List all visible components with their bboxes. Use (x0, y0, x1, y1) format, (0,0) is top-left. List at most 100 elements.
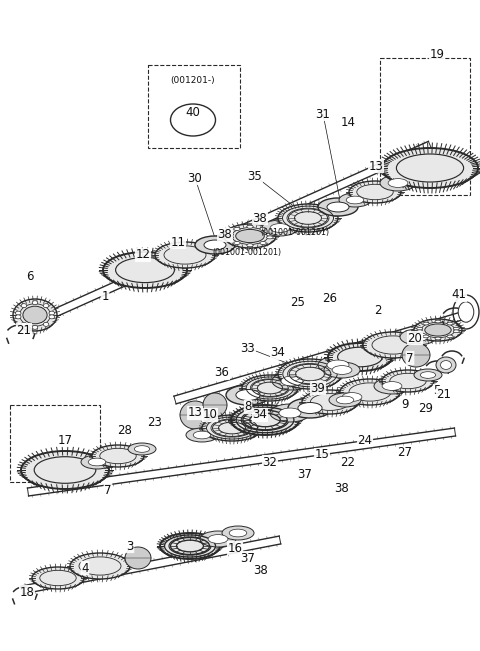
Ellipse shape (236, 229, 264, 243)
Text: 35: 35 (248, 169, 263, 182)
Ellipse shape (262, 220, 298, 236)
Ellipse shape (234, 242, 240, 245)
Ellipse shape (414, 369, 442, 381)
Bar (380, 58, 470, 195)
Ellipse shape (417, 327, 423, 330)
Ellipse shape (226, 385, 270, 405)
Text: 5: 5 (433, 385, 441, 398)
Text: 10: 10 (203, 408, 217, 421)
Ellipse shape (380, 175, 416, 191)
Ellipse shape (441, 361, 452, 369)
Ellipse shape (278, 359, 342, 389)
Ellipse shape (453, 327, 459, 330)
Ellipse shape (260, 242, 266, 245)
Ellipse shape (15, 315, 21, 319)
Ellipse shape (21, 451, 109, 489)
Ellipse shape (222, 526, 254, 540)
Ellipse shape (270, 404, 310, 422)
Ellipse shape (278, 204, 338, 232)
Text: 38: 38 (252, 212, 267, 225)
Ellipse shape (202, 415, 262, 441)
Ellipse shape (186, 428, 218, 442)
Ellipse shape (302, 390, 358, 414)
Ellipse shape (43, 303, 49, 308)
Ellipse shape (15, 311, 21, 315)
Ellipse shape (92, 445, 144, 467)
Ellipse shape (32, 326, 38, 329)
Ellipse shape (324, 362, 360, 378)
Text: 37: 37 (240, 551, 255, 564)
Text: (001201-): (001201-) (171, 76, 216, 85)
Text: 30: 30 (188, 171, 203, 184)
Ellipse shape (436, 357, 456, 373)
Text: 17: 17 (58, 434, 72, 447)
Ellipse shape (81, 455, 113, 469)
Bar (10, 405, 100, 482)
Ellipse shape (236, 389, 260, 400)
Text: 7: 7 (104, 484, 112, 497)
Ellipse shape (32, 301, 38, 305)
Text: 8: 8 (244, 400, 252, 413)
Text: 21: 21 (436, 389, 452, 402)
Ellipse shape (279, 408, 301, 418)
Ellipse shape (435, 337, 441, 340)
Ellipse shape (49, 311, 55, 315)
Ellipse shape (447, 335, 453, 338)
Text: 22: 22 (340, 456, 356, 469)
Text: 1: 1 (101, 290, 109, 303)
Ellipse shape (134, 446, 150, 452)
Text: 27: 27 (397, 447, 412, 460)
Ellipse shape (414, 319, 462, 341)
Text: 25: 25 (290, 296, 305, 309)
Text: 24: 24 (358, 434, 372, 447)
Ellipse shape (346, 196, 364, 204)
Ellipse shape (155, 242, 215, 268)
Ellipse shape (32, 567, 84, 589)
Ellipse shape (425, 324, 451, 336)
Ellipse shape (21, 303, 27, 308)
Ellipse shape (332, 366, 352, 374)
Ellipse shape (453, 330, 459, 333)
Ellipse shape (49, 315, 55, 319)
Ellipse shape (128, 443, 156, 455)
Text: 15: 15 (314, 449, 329, 462)
Text: 16: 16 (228, 542, 242, 555)
Text: 38: 38 (335, 482, 349, 495)
Ellipse shape (103, 252, 187, 288)
Ellipse shape (349, 181, 401, 203)
Text: 39: 39 (311, 381, 325, 395)
Ellipse shape (193, 431, 211, 439)
Ellipse shape (203, 393, 227, 417)
Ellipse shape (21, 322, 27, 326)
Text: 23: 23 (147, 415, 162, 428)
Bar (148, 65, 240, 148)
Ellipse shape (342, 393, 362, 402)
Ellipse shape (227, 236, 233, 239)
Ellipse shape (180, 401, 210, 429)
Ellipse shape (288, 398, 332, 418)
Ellipse shape (204, 240, 226, 250)
Ellipse shape (435, 320, 441, 323)
Ellipse shape (382, 381, 402, 391)
Text: 26: 26 (323, 292, 337, 305)
Ellipse shape (318, 198, 358, 216)
Text: 14: 14 (340, 115, 356, 128)
Ellipse shape (388, 178, 408, 187)
Ellipse shape (70, 553, 130, 579)
Text: 6: 6 (26, 270, 34, 283)
Ellipse shape (227, 233, 233, 236)
Text: (001001-001201): (001001-001201) (213, 247, 282, 256)
Text: 11: 11 (170, 236, 185, 249)
Text: (001001-001201): (001001-001201) (261, 227, 330, 236)
Text: 7: 7 (406, 352, 414, 365)
Text: 38: 38 (253, 564, 268, 577)
Ellipse shape (125, 547, 151, 569)
Ellipse shape (327, 360, 349, 370)
Text: 13: 13 (369, 159, 384, 173)
Ellipse shape (208, 534, 228, 544)
Text: 20: 20 (408, 331, 422, 344)
Text: 34: 34 (252, 408, 267, 421)
Text: 28: 28 (118, 424, 132, 437)
Ellipse shape (247, 225, 253, 229)
Text: 37: 37 (298, 469, 312, 482)
